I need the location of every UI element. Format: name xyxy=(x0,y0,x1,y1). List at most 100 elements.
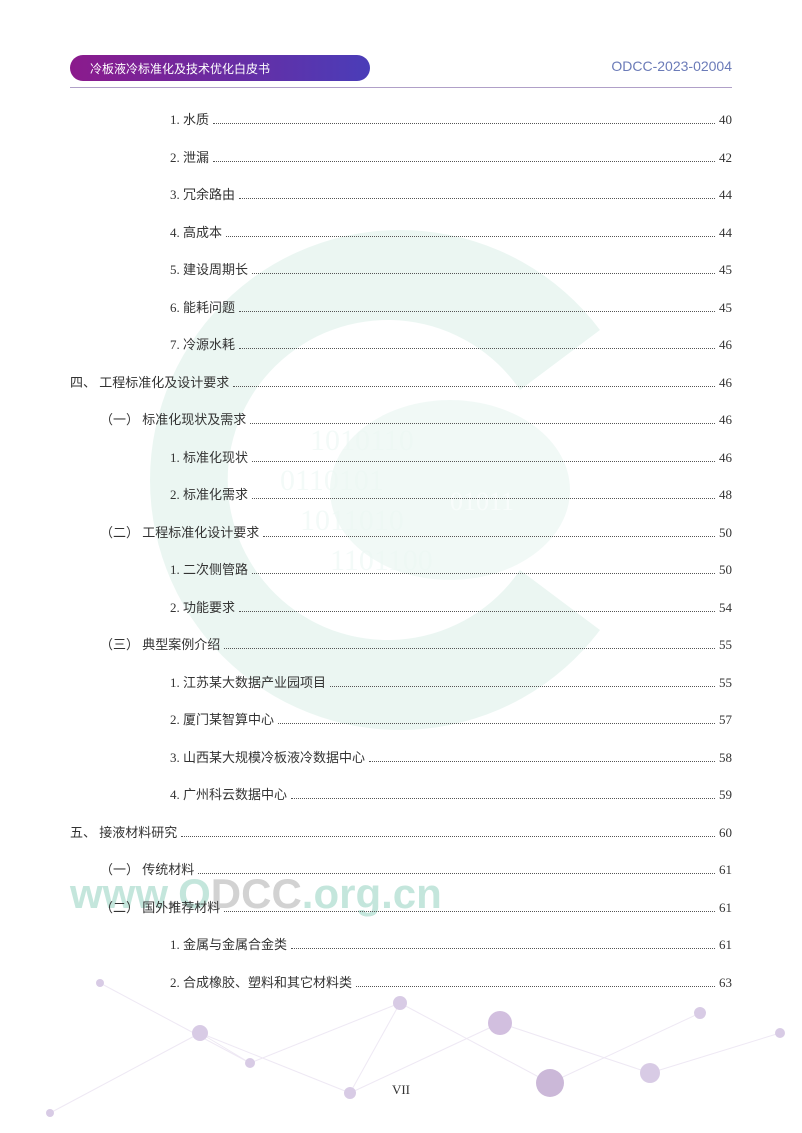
toc-leader-dots xyxy=(356,986,715,987)
toc-leader-dots xyxy=(226,236,715,237)
toc-label: 2. 功能要求 xyxy=(170,598,235,618)
toc-row: 2. 标准化需求 48 xyxy=(70,485,732,505)
toc-page-number: 58 xyxy=(719,748,732,768)
toc-label: 3. 冗余路由 xyxy=(170,185,235,205)
toc-row: （一） 标准化现状及需求 46 xyxy=(70,410,732,430)
toc-page-number: 59 xyxy=(719,785,732,805)
page-number: VII xyxy=(0,1082,802,1098)
toc-label: 五、 接液材料研究 xyxy=(70,823,177,843)
toc-label: 1. 金属与金属合金类 xyxy=(170,935,287,955)
header-title-bar: 冷板液冷标准化及技术优化白皮书 xyxy=(70,55,370,81)
toc-label: 2. 标准化需求 xyxy=(170,485,248,505)
toc-label: 4. 广州科云数据中心 xyxy=(170,785,287,805)
toc-leader-dots xyxy=(239,348,715,349)
toc-page-number: 48 xyxy=(719,485,732,505)
toc-page-number: 50 xyxy=(719,560,732,580)
toc-leader-dots xyxy=(233,386,715,387)
toc-row: 1. 金属与金属合金类 61 xyxy=(70,935,732,955)
toc-row: 3. 山西某大规模冷板液冷数据中心 58 xyxy=(70,748,732,768)
toc-label: （一） 传统材料 xyxy=(100,860,194,880)
toc-row: 6. 能耗问题 45 xyxy=(70,298,732,318)
toc-row: 7. 冷源水耗 46 xyxy=(70,335,732,355)
toc-page-number: 46 xyxy=(719,410,732,430)
toc-page-number: 44 xyxy=(719,223,732,243)
toc-page-number: 50 xyxy=(719,523,732,543)
toc-label: 2. 合成橡胶、塑料和其它材料类 xyxy=(170,973,352,993)
toc-row: （二） 工程标准化设计要求 50 xyxy=(70,523,732,543)
toc-row: 1. 江苏某大数据产业园项目 55 xyxy=(70,673,732,693)
toc-leader-dots xyxy=(252,573,715,574)
toc-label: 5. 建设周期长 xyxy=(170,260,248,280)
toc-page-number: 61 xyxy=(719,898,732,918)
toc-label: 3. 山西某大规模冷板液冷数据中心 xyxy=(170,748,365,768)
toc-page-number: 60 xyxy=(719,823,732,843)
toc-row: 1. 二次侧管路 50 xyxy=(70,560,732,580)
toc-label: 4. 高成本 xyxy=(170,223,222,243)
toc-page-number: 46 xyxy=(719,448,732,468)
toc-leader-dots xyxy=(278,723,715,724)
header-divider xyxy=(70,87,732,88)
toc-row: 2. 泄漏 42 xyxy=(70,148,732,168)
toc-row: 四、 工程标准化及设计要求 46 xyxy=(70,373,732,393)
toc-leader-dots xyxy=(213,161,715,162)
toc-label: 7. 冷源水耗 xyxy=(170,335,235,355)
toc-row: 五、 接液材料研究 60 xyxy=(70,823,732,843)
toc-leader-dots xyxy=(252,498,715,499)
toc-row: 4. 广州科云数据中心 59 xyxy=(70,785,732,805)
toc-leader-dots xyxy=(250,423,715,424)
toc-leader-dots xyxy=(198,873,715,874)
toc-leader-dots xyxy=(213,123,715,124)
toc-label: 2. 厦门某智算中心 xyxy=(170,710,274,730)
toc-page-number: 44 xyxy=(719,185,732,205)
toc-page-number: 46 xyxy=(719,373,732,393)
toc-label: （一） 标准化现状及需求 xyxy=(100,410,246,430)
toc-leader-dots xyxy=(181,836,715,837)
toc-label: 1. 江苏某大数据产业园项目 xyxy=(170,673,326,693)
toc-leader-dots xyxy=(252,273,715,274)
toc-row: 2. 厦门某智算中心 57 xyxy=(70,710,732,730)
toc-page-number: 40 xyxy=(719,110,732,130)
toc-label: 1. 二次侧管路 xyxy=(170,560,248,580)
toc-leader-dots xyxy=(369,761,715,762)
toc-row: 1. 标准化现状 46 xyxy=(70,448,732,468)
toc-row: （三） 典型案例介绍 55 xyxy=(70,635,732,655)
toc-leader-dots xyxy=(224,648,715,649)
toc-leader-dots xyxy=(291,948,715,949)
toc-label: 四、 工程标准化及设计要求 xyxy=(70,373,229,393)
toc-page-number: 42 xyxy=(719,148,732,168)
toc-leader-dots xyxy=(239,311,715,312)
toc-label: （二） 工程标准化设计要求 xyxy=(100,523,259,543)
toc-page-number: 46 xyxy=(719,335,732,355)
toc-leader-dots xyxy=(224,911,715,912)
toc-page-number: 45 xyxy=(719,298,732,318)
toc-label: 2. 泄漏 xyxy=(170,148,209,168)
toc-page-number: 54 xyxy=(719,598,732,618)
toc-row: （二） 国外推荐材料 61 xyxy=(70,898,732,918)
toc-page-number: 61 xyxy=(719,935,732,955)
document-code: ODCC-2023-02004 xyxy=(611,58,732,74)
toc-row: 1. 水质 40 xyxy=(70,110,732,130)
toc-leader-dots xyxy=(239,198,715,199)
toc-leader-dots xyxy=(252,461,715,462)
toc-page-number: 55 xyxy=(719,673,732,693)
toc-page-number: 63 xyxy=(719,973,732,993)
toc-leader-dots xyxy=(239,611,715,612)
toc-page-number: 55 xyxy=(719,635,732,655)
toc-page-number: 61 xyxy=(719,860,732,880)
toc-row: 4. 高成本 44 xyxy=(70,223,732,243)
table-of-contents: 1. 水质 40 2. 泄漏 42 3. 冗余路由 44 4. 高成本 44 5. 建设周期长 4… xyxy=(70,110,732,1010)
toc-leader-dots xyxy=(330,686,715,687)
toc-label: 6. 能耗问题 xyxy=(170,298,235,318)
toc-label: 1. 标准化现状 xyxy=(170,448,248,468)
toc-row: 2. 功能要求 54 xyxy=(70,598,732,618)
toc-row: 5. 建设周期长 45 xyxy=(70,260,732,280)
toc-row: 2. 合成橡胶、塑料和其它材料类 63 xyxy=(70,973,732,993)
toc-page-number: 57 xyxy=(719,710,732,730)
toc-page-number: 45 xyxy=(719,260,732,280)
toc-row: （一） 传统材料 61 xyxy=(70,860,732,880)
toc-leader-dots xyxy=(263,536,715,537)
toc-leader-dots xyxy=(291,798,715,799)
toc-label: （二） 国外推荐材料 xyxy=(100,898,220,918)
toc-label: 1. 水质 xyxy=(170,110,209,130)
toc-label: （三） 典型案例介绍 xyxy=(100,635,220,655)
